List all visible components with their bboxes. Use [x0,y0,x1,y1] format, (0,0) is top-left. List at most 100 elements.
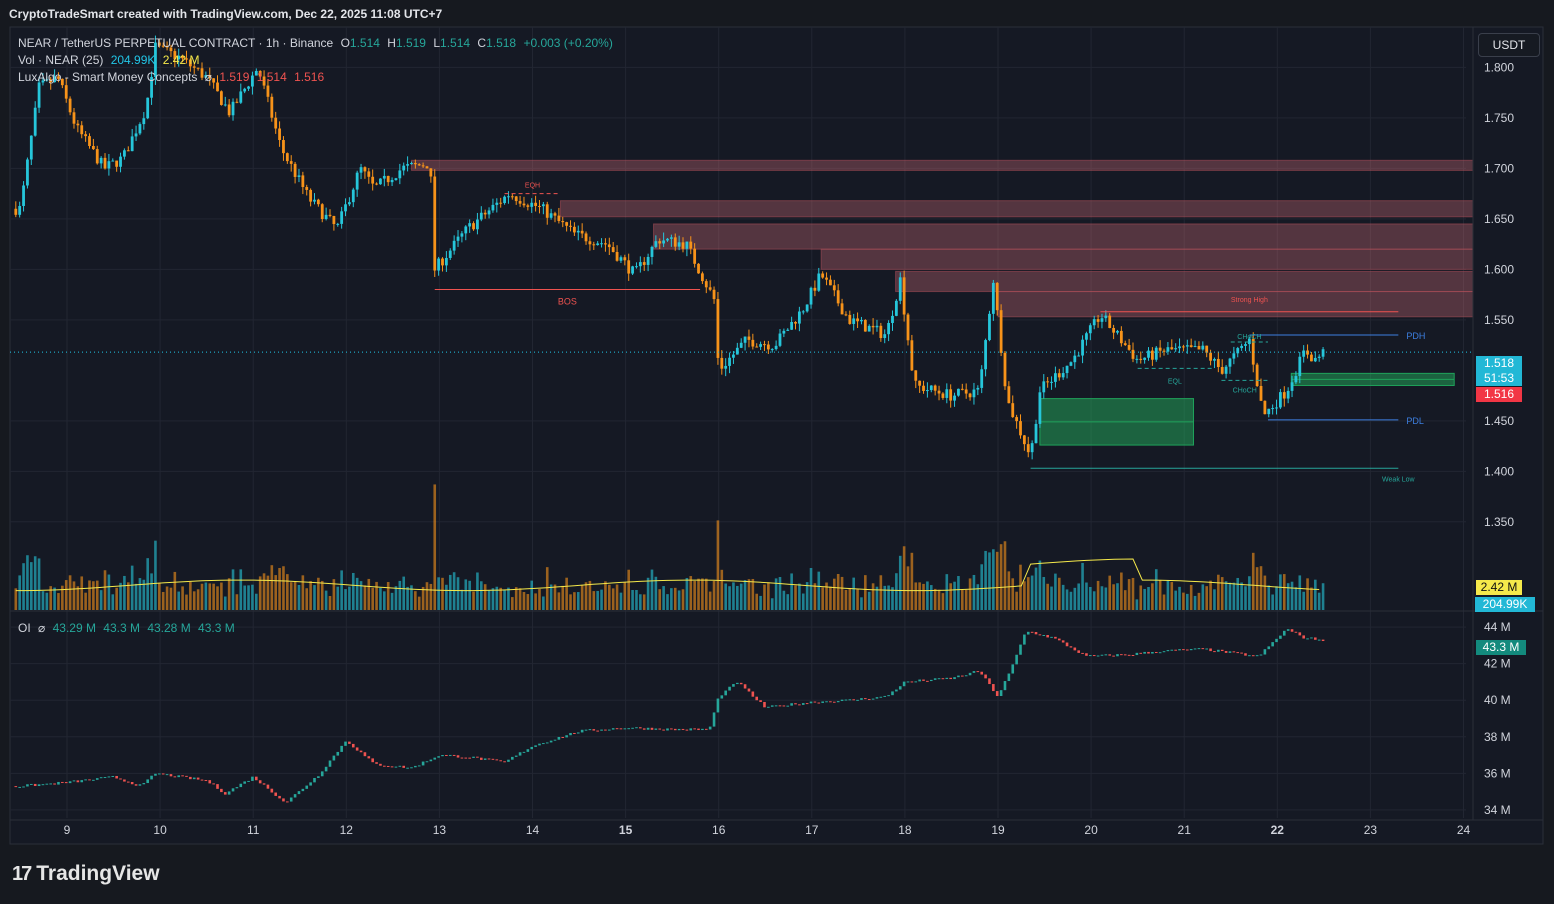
tradingview-logo[interactable]: 17 TradingView [12,862,160,886]
candle-body [1100,318,1104,322]
oi-bar [576,732,580,734]
candle-body [1306,350,1309,355]
volume-bar [448,574,452,610]
volume-bar [642,594,646,610]
indicator-label[interactable]: LuxAlgo - Smart Money Concepts [18,70,198,84]
candle-body [60,78,64,86]
oi-bar [639,727,642,729]
smc-levels: BOS EQH Strong High PDH PDL Weak Low EQL CHoCH C… [10,183,1473,483]
oi-value-4: 43.3 M [198,621,235,635]
volume-bar [774,578,778,610]
candle-body [1236,348,1240,354]
volume-bar [1030,575,1034,610]
oi-bar [926,680,929,682]
volume-bar [49,586,53,610]
volume-bar [340,570,343,610]
volume-bar [1131,577,1135,610]
candle-body [844,314,848,316]
oi-bar [1310,637,1313,639]
volume-bar [1201,584,1205,610]
oi-bar [728,686,731,691]
candle-body [685,241,689,249]
candle-body [883,334,887,339]
volume-bar [185,594,188,610]
oi-hide-icon[interactable]: ⌀ [38,621,46,635]
oi-bar [499,760,502,762]
candle-body [1255,364,1259,386]
oi-bar [1205,648,1208,650]
volume-bar [1267,585,1271,610]
oi-bar [1302,635,1305,639]
volume-bar [33,556,37,610]
candle-body [770,349,774,351]
legend-volume-row[interactable]: Vol · NEAR (25) 204.99K 2.42 M [18,53,203,67]
candle-body [130,136,134,152]
oi-tag: 43.3 M [1476,640,1526,655]
volume-bar [1007,571,1011,610]
candle-body [254,70,258,76]
oi-bar [386,765,390,767]
oi-bar [1317,639,1321,641]
volume-bar [1116,583,1119,610]
candle-body [832,285,836,291]
currency-button[interactable]: USDT [1478,33,1540,57]
oi-bar [483,758,487,760]
candle-body [134,133,138,137]
candle-body [1240,345,1244,349]
oi-bar [220,788,223,793]
symbol-name[interactable]: NEAR / TetherUS PERPETUAL CONTRACT · 1h … [18,36,334,50]
volume-bar [654,576,658,610]
volume-bar [351,572,355,610]
volume-ma-line [15,558,1320,592]
candle-body [611,247,615,252]
candle-body [305,187,309,190]
candle-body [1282,392,1286,399]
oi-bar [844,699,848,701]
candle-body [115,160,119,167]
legend-symbol-row[interactable]: NEAR / TetherUS PERPETUAL CONTRACT · 1h … [18,36,617,50]
oi-bar [518,752,522,756]
oi-bar [173,776,177,778]
oi-bar [111,775,115,777]
oi-bar [1104,654,1108,656]
candle-body [759,344,762,347]
candle-body [1096,319,1100,322]
oi-bar [832,701,836,703]
oi-bar [1015,654,1018,665]
volume-bar [1213,589,1216,610]
candle-body [80,125,84,135]
oi-bar [142,783,146,785]
oi-bar [247,780,250,782]
oi-bar [1290,629,1294,632]
oi-bar [115,775,118,779]
hide-icon[interactable]: ⌀ [204,70,212,84]
oi-bar [297,791,301,795]
oi-bar [976,671,980,673]
volume-label[interactable]: Vol · NEAR (25) [18,53,104,67]
legend-oi-row[interactable]: OI ⌀ 43.29 M 43.3 M 43.28 M 43.3 M [18,621,239,635]
oi-bar [1178,649,1181,651]
candle-body [879,325,883,339]
time-tick-label-11: 20 [1084,823,1098,837]
oi-bar [1139,652,1143,654]
volume-bar [1127,579,1131,610]
oi-bar [328,760,332,767]
oi-bar [336,751,340,756]
volume-bar [600,589,603,610]
oi-bar [1294,631,1298,633]
volume-bar [61,585,64,610]
level-label-1: EQH [525,183,540,190]
volume-bar [995,551,999,610]
legend-indicator-row[interactable]: LuxAlgo - Smart Money Concepts ⌀ 1.519 1… [18,70,328,84]
candle-body [1085,333,1088,340]
candle-body [953,395,956,401]
oi-label[interactable]: OI [18,621,31,635]
candle-body [650,246,654,257]
volume-bar [1186,593,1189,610]
oi-bar [227,791,231,795]
candle-body [988,313,991,341]
oi-bar [433,757,437,760]
candle-body [557,215,561,221]
candle-body [1275,407,1278,409]
